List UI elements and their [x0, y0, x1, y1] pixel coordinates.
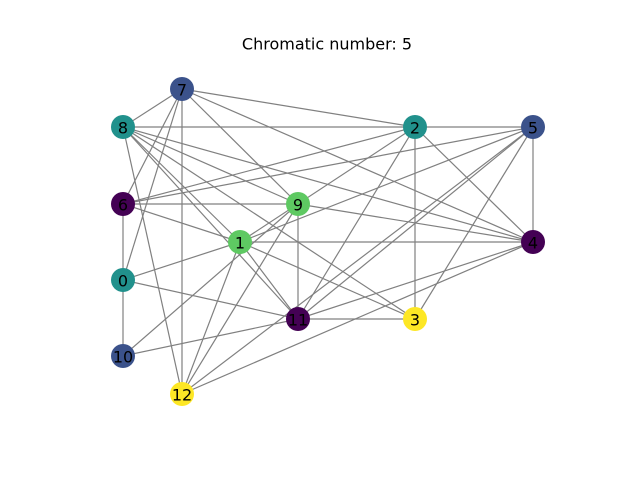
node-7: 7: [170, 77, 194, 101]
node-label-5: 5: [528, 119, 538, 138]
edge-1-0: [122, 241, 241, 281]
node-circle-8: [111, 115, 135, 139]
node-9: 9: [286, 192, 310, 216]
node-label-9: 9: [293, 196, 303, 215]
edge-8-12: [122, 126, 183, 395]
node-12: 12: [170, 382, 194, 406]
node-circle-7: [170, 77, 194, 101]
edge-1-12: [181, 241, 241, 395]
node-label-2: 2: [410, 119, 420, 138]
edge-1-11: [239, 241, 299, 320]
node-label-3: 3: [410, 311, 420, 330]
edge-10-11: [122, 318, 299, 357]
edge-5-12: [181, 126, 534, 395]
node-circle-5: [521, 115, 545, 139]
node-circle-9: [286, 192, 310, 216]
edge-1-3: [239, 241, 416, 320]
node-4: 4: [521, 230, 545, 254]
node-circle-12: [170, 382, 194, 406]
node-0: 0: [111, 268, 135, 292]
node-label-0: 0: [118, 272, 128, 291]
edge-9-4: [297, 203, 534, 243]
edge-8-9: [122, 126, 299, 205]
node-label-4: 4: [528, 234, 538, 253]
edge-9-10: [122, 203, 299, 357]
node-label-1: 1: [235, 234, 245, 253]
node-1: 1: [228, 230, 252, 254]
edge-9-12: [181, 203, 299, 395]
edge-7-0: [122, 88, 183, 281]
node-circle-4: [521, 230, 545, 254]
edge-2-11: [297, 126, 416, 320]
node-11: 11: [286, 307, 310, 331]
node-label-8: 8: [118, 119, 128, 138]
node-circle-3: [403, 307, 427, 331]
edge-6-1: [122, 203, 241, 243]
edge-5-3: [414, 126, 534, 320]
node-circle-2: [403, 115, 427, 139]
node-3: 3: [403, 307, 427, 331]
node-circle-1: [228, 230, 252, 254]
edge-8-1: [122, 126, 241, 243]
edge-2-1: [239, 126, 416, 243]
edge-7-2: [181, 88, 416, 128]
edge-2-6: [122, 126, 416, 205]
node-label-10: 10: [113, 348, 133, 367]
edge-4-12: [181, 241, 534, 395]
node-circle-11: [286, 307, 310, 331]
node-label-6: 6: [118, 196, 128, 215]
node-8: 8: [111, 115, 135, 139]
graph-title: Chromatic number: 5: [242, 35, 412, 54]
edge-5-1: [239, 126, 534, 243]
node-circle-10: [111, 344, 135, 368]
edge-8-11: [122, 126, 299, 320]
edge-2-4: [414, 126, 534, 243]
node-circle-0: [111, 268, 135, 292]
node-label-7: 7: [177, 81, 187, 100]
edge-0-11: [122, 279, 299, 320]
node-label-11: 11: [288, 311, 308, 330]
node-6: 6: [111, 192, 135, 216]
edge-11-4: [297, 241, 534, 320]
node-label-12: 12: [172, 386, 192, 405]
edge-7-9: [181, 88, 299, 205]
node-10: 10: [111, 344, 135, 368]
node-circle-6: [111, 192, 135, 216]
node-2: 2: [403, 115, 427, 139]
node-5: 5: [521, 115, 545, 139]
edge-5-6: [122, 126, 534, 205]
edge-layer: [122, 88, 534, 395]
